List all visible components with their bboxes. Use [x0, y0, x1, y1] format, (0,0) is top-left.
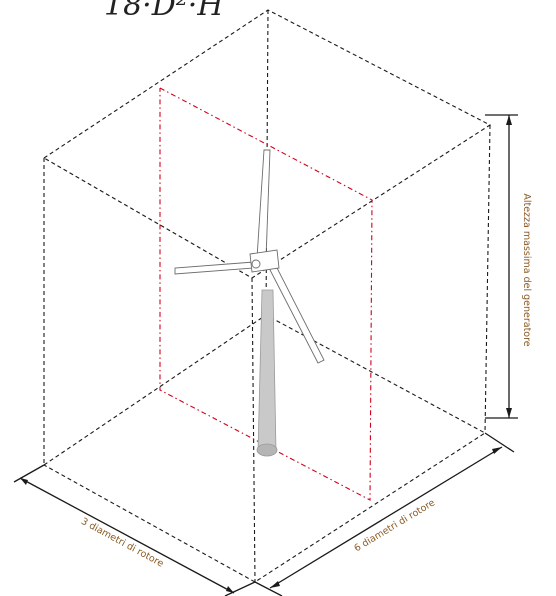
- blade-up: [256, 149, 271, 259]
- box-edge-right: [484, 124, 491, 434]
- box-bottom-face: [43, 314, 487, 583]
- rotor-plane: [159, 87, 373, 501]
- hub: [251, 259, 261, 269]
- tower-base: [256, 443, 278, 457]
- depth-label: 6 diametri di rotore: [352, 497, 437, 554]
- tower: [257, 289, 277, 453]
- width-dimension: [13, 464, 256, 596]
- width-label: 3 diametri di rotore: [79, 516, 165, 570]
- box-edge-front: [251, 277, 256, 583]
- depth-dimension: [254, 432, 515, 596]
- height-dimension: [485, 114, 518, 419]
- volume-formula: 18·D²·H: [104, 0, 224, 23]
- wind-turbine: [174, 149, 325, 457]
- height-label: Altezza massima del generatore: [521, 193, 532, 346]
- blade-down: [267, 261, 325, 364]
